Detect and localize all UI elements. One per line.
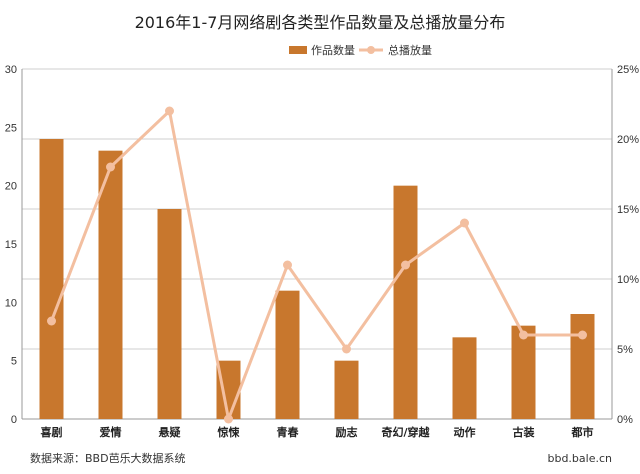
label-layer: 0 5 10 15 20 25 30 0% 5% 10% 15% 20% 25% 喜剧 爱情 悬疑 惊悚 青春 励志… — [5, 64, 639, 439]
y2-tick-label: 15% — [617, 204, 639, 216]
bar-layer — [39, 139, 595, 419]
bar — [570, 314, 595, 419]
x-tick-label: 爱情 — [100, 425, 122, 439]
line-point — [106, 162, 115, 172]
y2-tick-label: 25% — [617, 64, 639, 76]
x-tick-label: 都市 — [571, 425, 594, 439]
line-point — [165, 106, 174, 116]
y2-tick-label: 20% — [617, 134, 639, 146]
y2-tick-label: 5% — [617, 344, 633, 356]
line-layer — [47, 106, 587, 424]
legend: 作品数量 总播放量 — [289, 43, 432, 57]
bar — [393, 185, 418, 419]
line-point — [47, 316, 56, 326]
line-point — [578, 330, 587, 340]
bar — [275, 290, 300, 419]
x-tick-label: 青春 — [277, 425, 300, 439]
line-point — [401, 260, 410, 270]
bar — [98, 150, 123, 419]
footer-source: 数据来源：BBD芭乐大数据系统 — [30, 451, 186, 465]
legend-line-label: 总播放量 — [388, 43, 432, 57]
bar — [334, 360, 359, 419]
y-tick-label: 25 — [5, 122, 17, 134]
line-point — [342, 344, 351, 354]
bar — [39, 139, 64, 419]
legend-bar-label: 作品数量 — [311, 44, 355, 57]
bar — [452, 337, 477, 419]
y-tick-label: 0 — [11, 414, 17, 426]
bar — [157, 209, 182, 419]
x-tick-label: 动作 — [454, 425, 476, 439]
line-point — [283, 260, 292, 270]
line-point — [224, 414, 233, 424]
legend-bar-swatch — [289, 46, 307, 54]
y-tick-label: 10 — [5, 297, 17, 309]
x-tick-label: 喜剧 — [41, 425, 63, 439]
bar — [511, 325, 536, 419]
y2-tick-label: 0% — [617, 414, 633, 426]
y2-tick-label: 10% — [617, 274, 639, 286]
legend-line-marker — [367, 46, 375, 54]
x-tick-label: 惊悚 — [218, 425, 241, 439]
x-tick-label: 励志 — [336, 425, 358, 439]
x-tick-label: 悬疑 — [158, 425, 181, 439]
footer-site: bbd.bale.cn — [547, 452, 612, 465]
y-tick-label: 30 — [5, 64, 17, 76]
line-point — [460, 218, 469, 228]
chart-title: 2016年1-7月网络剧各类型作品数量及总播放量分布 — [135, 13, 506, 32]
x-tick-label: 古装 — [513, 425, 535, 439]
x-tick-label: 奇幻/穿越 — [381, 425, 430, 439]
y-tick-label: 5 — [11, 356, 17, 368]
series-line — [50, 109, 583, 421]
line-point — [519, 330, 528, 340]
y-tick-label: 15 — [5, 239, 17, 251]
y-tick-label: 20 — [5, 181, 17, 193]
